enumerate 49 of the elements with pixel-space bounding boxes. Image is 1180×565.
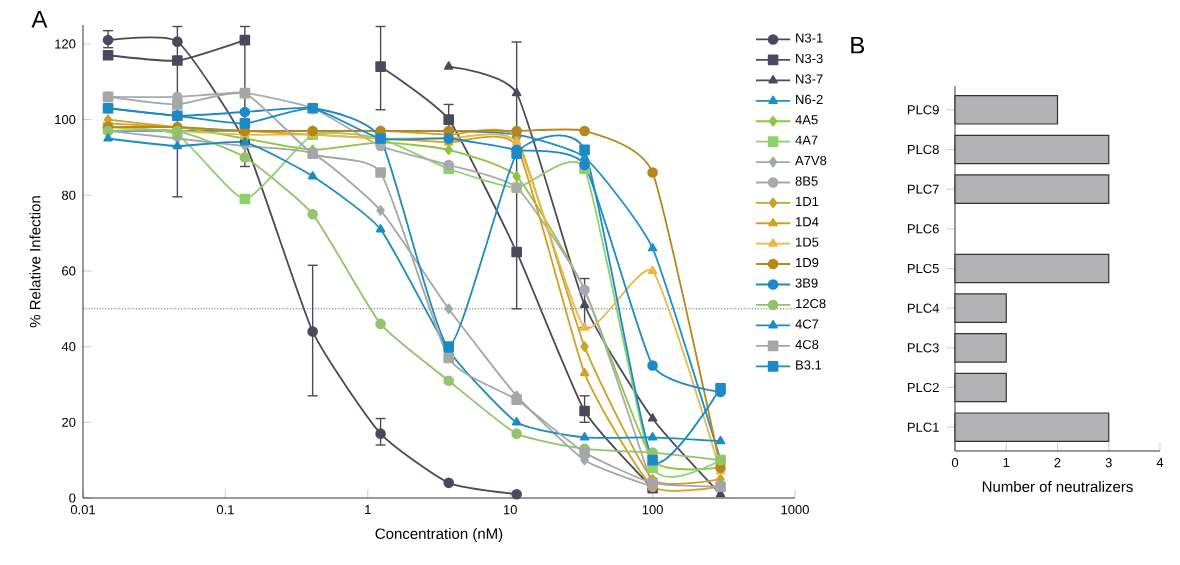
x-axis-title: Number of neutralizers xyxy=(982,481,1133,493)
legend-label: 1D9 xyxy=(796,257,819,268)
legend-label: 3B9 xyxy=(795,278,818,288)
y-tick-label: PLC2 xyxy=(907,382,939,393)
y-tick-label: 20 xyxy=(62,417,76,427)
y-tick-label: PLC4 xyxy=(907,303,939,313)
legend-label: A7V8 xyxy=(795,156,827,166)
x-tick-label: 1 xyxy=(365,505,371,514)
y-axis-title: % Relative Infection xyxy=(29,196,41,328)
legend-label: 4C8 xyxy=(795,339,819,350)
legend-label: 12C8 xyxy=(796,298,826,309)
chart-title: A xyxy=(31,10,48,28)
x-tick-label: 0.01 xyxy=(70,505,95,515)
legend-label: 4A5 xyxy=(795,115,818,125)
y-tick-label: 40 xyxy=(61,342,76,352)
y-tick-label: PLC5 xyxy=(907,263,939,274)
legend-label: 1D1 xyxy=(796,196,819,206)
legend-label: 1D4 xyxy=(796,217,819,227)
y-tick-label: PLC7 xyxy=(907,184,939,194)
y-tick-label: 0 xyxy=(69,493,76,503)
y-tick-label: PLC3 xyxy=(907,343,939,353)
x-tick-label: 0 xyxy=(951,458,959,468)
y-tick-label: PLC9 xyxy=(907,105,939,115)
x-tick-label: 3 xyxy=(1105,458,1112,468)
legend-label: N3-7 xyxy=(796,74,823,84)
legend-label: 4C7 xyxy=(795,319,819,329)
chart-title: B xyxy=(851,36,865,54)
x-tick-label: 4 xyxy=(1156,458,1164,467)
legend-label: 8B5 xyxy=(795,176,818,186)
y-tick-label: 120 xyxy=(55,39,76,49)
x-tick-label: 100 xyxy=(642,505,663,515)
legend-label: N3-1 xyxy=(796,33,823,43)
legend-label: B3.1 xyxy=(796,360,822,370)
x-tick-label: 0.1 xyxy=(216,505,234,515)
legend-label: N3-3 xyxy=(796,53,823,64)
legend-label: 1D5 xyxy=(796,237,819,247)
y-tick-label: 100 xyxy=(55,115,76,125)
y-tick-label: 80 xyxy=(62,190,76,200)
x-tick-label: 2 xyxy=(1054,458,1061,468)
x-tick-label: 10 xyxy=(503,505,517,515)
y-tick-label: PLC6 xyxy=(907,224,939,234)
y-tick-label: PLC1 xyxy=(907,422,939,432)
x-axis-title: Concentration (nM) xyxy=(375,528,503,542)
x-tick-label: 1000 xyxy=(781,505,809,515)
legend-label: N6-2 xyxy=(796,94,823,105)
y-tick-label: PLC8 xyxy=(907,144,939,155)
legend-label: 4A7 xyxy=(795,135,818,145)
y-tick-label: 60 xyxy=(62,266,76,276)
x-tick-label: 1 xyxy=(1003,458,1010,467)
